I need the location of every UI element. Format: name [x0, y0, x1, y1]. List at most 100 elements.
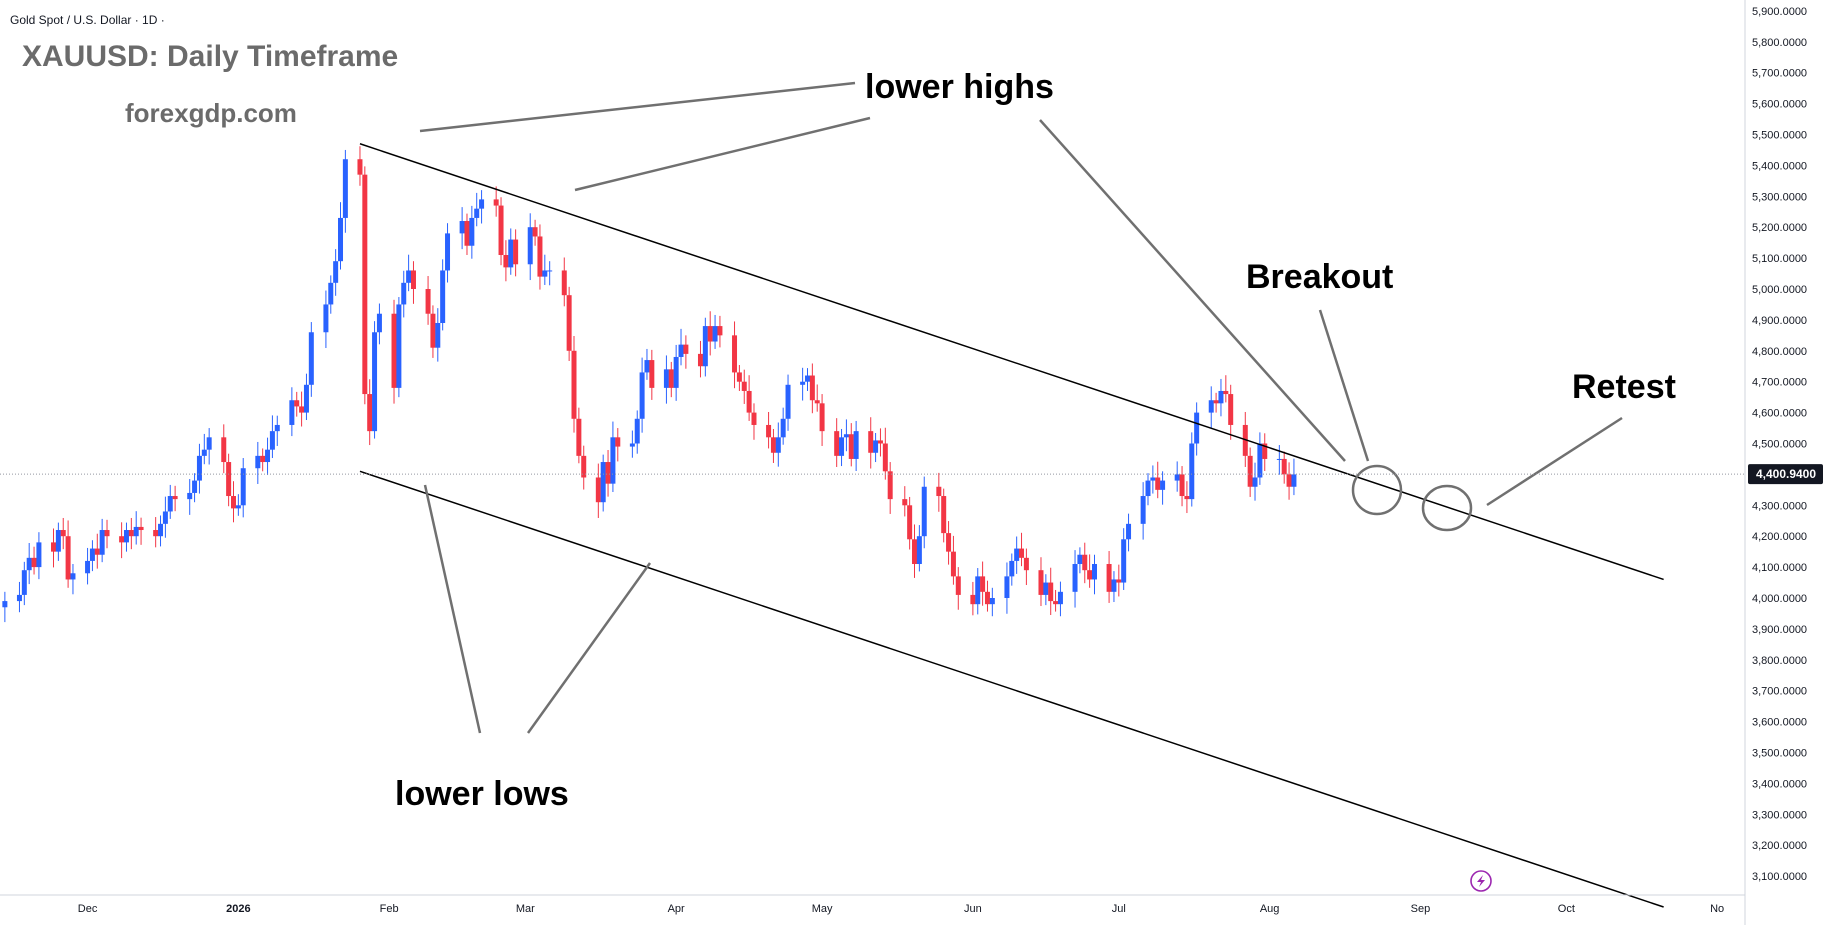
candle — [265, 437, 271, 476]
candle — [1155, 461, 1161, 499]
candle — [196, 443, 202, 494]
price-tick-label: 5,300.0000 — [1752, 191, 1807, 203]
candlestick-series — [2, 146, 1297, 623]
candle — [513, 229, 519, 277]
candle — [736, 365, 742, 391]
candle — [1048, 567, 1054, 615]
candle — [255, 441, 261, 484]
price-tick-label: 5,700.0000 — [1752, 68, 1807, 80]
candle — [2, 591, 8, 623]
candle — [1281, 451, 1287, 484]
candle — [158, 515, 164, 547]
current-price-label: 4,400.9400 — [1756, 467, 1816, 481]
candle — [800, 367, 806, 401]
candle — [1057, 581, 1063, 617]
candle — [1004, 562, 1010, 614]
candle — [848, 423, 854, 467]
candle — [912, 524, 918, 578]
candle — [566, 286, 572, 361]
candle — [70, 564, 76, 595]
candle — [663, 355, 669, 404]
candle — [542, 254, 548, 285]
candle — [1009, 553, 1015, 586]
candle — [970, 581, 976, 616]
candle — [1053, 589, 1059, 612]
price-axis[interactable]: 3,100.0000 3,200.0000 3,300.0000 3,400.0000… — [1752, 6, 1807, 883]
candle — [51, 528, 57, 568]
pointer-line — [1486, 416, 1623, 507]
candle — [989, 587, 995, 617]
time-tick-label: Apr — [668, 903, 685, 915]
candle — [746, 375, 752, 421]
candle — [89, 540, 95, 572]
candle — [357, 146, 363, 186]
candle — [240, 458, 246, 518]
price-tick-label: 5,200.0000 — [1752, 222, 1807, 234]
candle — [1174, 461, 1180, 492]
price-tick-label: 3,200.0000 — [1752, 840, 1807, 852]
candle — [882, 427, 888, 480]
candle — [342, 149, 348, 233]
candle — [1184, 481, 1190, 514]
candle — [649, 349, 655, 400]
candle — [99, 518, 105, 563]
candle — [955, 567, 961, 610]
candle — [474, 192, 480, 227]
symbol-legend[interactable]: Gold Spot / U.S. Dollar · 1D · — [10, 13, 165, 27]
time-axis[interactable]: Dec 2026 Feb Mar Apr May Jun Jul Aug Sep Oct No — [78, 903, 1724, 915]
price-tick-label: 3,300.0000 — [1752, 809, 1807, 821]
candle — [153, 517, 159, 548]
candle — [1014, 536, 1020, 574]
candle — [479, 190, 485, 224]
price-tick-label: 3,700.0000 — [1752, 686, 1807, 698]
price-tick-label: 5,900.0000 — [1752, 6, 1807, 18]
candle — [1286, 462, 1292, 500]
candle — [814, 384, 820, 412]
candle — [206, 428, 212, 465]
candle — [639, 357, 645, 433]
candle — [1023, 548, 1029, 586]
price-tick-label: 3,900.0000 — [1752, 624, 1807, 636]
candle — [741, 369, 747, 404]
time-tick-label: Jun — [964, 903, 982, 915]
lightning-icon[interactable] — [1470, 870, 1492, 892]
candle — [94, 533, 100, 569]
candle — [1043, 574, 1049, 606]
candle — [1091, 554, 1097, 595]
candle — [1179, 466, 1185, 507]
candle — [1082, 542, 1088, 584]
candle — [167, 484, 173, 519]
candle — [732, 321, 738, 389]
candle — [435, 308, 441, 362]
candle — [853, 420, 859, 472]
candle — [138, 517, 144, 545]
candle — [260, 448, 266, 472]
price-tick-label: 5,500.0000 — [1752, 130, 1807, 142]
candle — [532, 219, 538, 246]
candle — [1276, 445, 1282, 475]
price-tick-label: 4,100.0000 — [1752, 562, 1807, 574]
candle — [372, 321, 378, 439]
candle — [1228, 384, 1234, 440]
candle — [1262, 433, 1268, 472]
price-tick-label: 4,000.0000 — [1752, 593, 1807, 605]
candle — [668, 361, 674, 398]
highlight-circle — [1351, 464, 1403, 516]
candle — [975, 568, 981, 615]
candle — [697, 340, 703, 378]
candle — [221, 424, 227, 474]
candle — [809, 363, 815, 414]
label-lower-highs: lower highs — [865, 68, 1054, 106]
candle — [1213, 392, 1219, 413]
price-tick-label: 3,600.0000 — [1752, 717, 1807, 729]
candle — [873, 432, 879, 463]
candle — [916, 525, 922, 572]
candle — [678, 328, 684, 366]
candle — [119, 522, 125, 559]
candle — [707, 311, 713, 356]
candle — [1116, 564, 1122, 597]
candle — [1160, 471, 1166, 505]
highlight-circles — [1351, 464, 1473, 532]
candle — [571, 335, 577, 433]
